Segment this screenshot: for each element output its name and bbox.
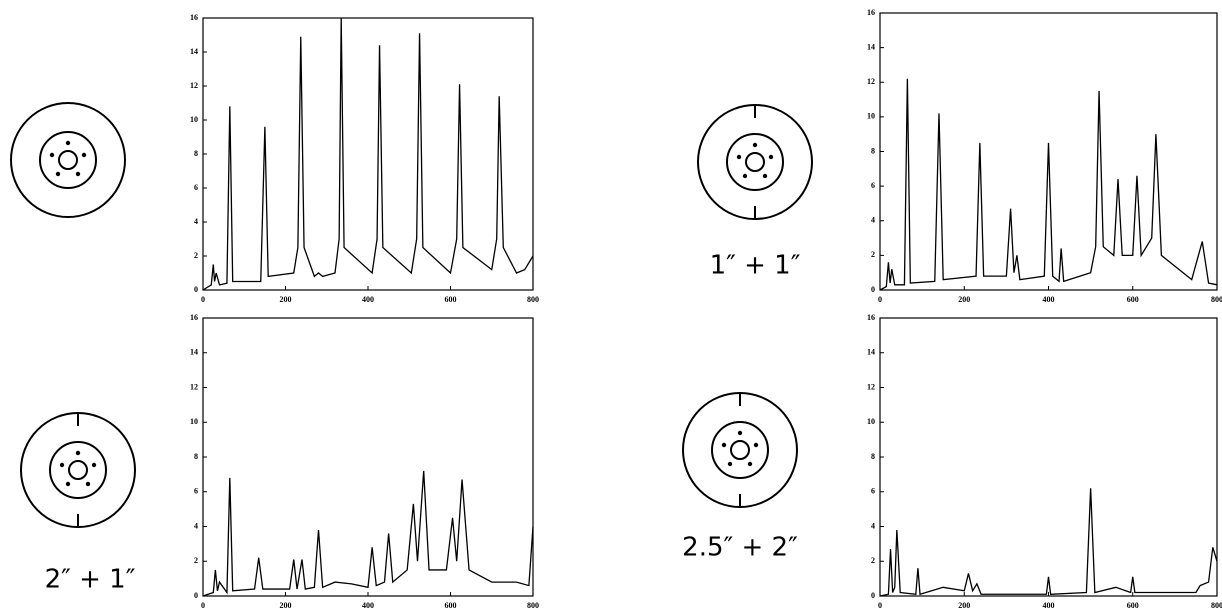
configuration-label: 2.5″ + 2″ — [682, 533, 798, 563]
disc-diagram — [697, 104, 813, 220]
spectrum-line — [202, 470, 534, 597]
x-tick-label: 200 — [958, 295, 970, 304]
x-tick-label: 600 — [445, 295, 457, 304]
spectrum-line — [879, 78, 1218, 291]
x-tick-label: 400 — [362, 601, 374, 610]
spectrum-line — [879, 488, 1218, 597]
y-tick-label: 4 — [194, 521, 198, 530]
x-tick-label: 0 — [201, 295, 205, 304]
x-tick-label: 600 — [445, 601, 457, 610]
x-tick-label: 200 — [280, 295, 292, 304]
y-tick-label: 2 — [871, 556, 875, 565]
x-tick-label: 0 — [878, 601, 882, 610]
y-tick-label: 4 — [194, 217, 198, 226]
y-tick-label: 16 — [190, 13, 198, 22]
y-tick-label: 16 — [867, 8, 875, 17]
y-tick-label: 6 — [871, 487, 875, 496]
y-tick-label: 2 — [194, 556, 198, 565]
x-tick-label: 800 — [527, 295, 539, 304]
x-tick-label: 400 — [362, 295, 374, 304]
x-tick-label: 600 — [1127, 601, 1139, 610]
y-tick-label: 8 — [871, 452, 875, 461]
y-tick-label: 14 — [867, 42, 875, 51]
x-tick-label: 200 — [958, 601, 970, 610]
y-tick-label: 16 — [190, 313, 198, 322]
x-tick-label: 800 — [527, 601, 539, 610]
plot-frame — [879, 317, 1218, 597]
y-tick-label: 10 — [190, 115, 198, 124]
y-tick-label: 0 — [871, 285, 875, 294]
y-tick-label: 2 — [194, 251, 198, 260]
y-tick-label: 12 — [867, 382, 875, 391]
y-tick-label: 12 — [190, 81, 198, 90]
x-tick-label: 800 — [1211, 601, 1222, 610]
configuration-label: 2″ + 1″ — [45, 565, 136, 595]
x-tick-label: 600 — [1127, 295, 1139, 304]
y-tick-label: 8 — [194, 452, 198, 461]
y-tick-label: 14 — [190, 348, 198, 357]
y-tick-label: 8 — [194, 149, 198, 158]
plot-frame — [202, 17, 534, 291]
y-tick-label: 16 — [867, 313, 875, 322]
disc-diagram — [682, 392, 798, 508]
y-tick-label: 4 — [871, 521, 875, 530]
y-tick-label: 0 — [871, 591, 875, 600]
x-tick-label: 400 — [1043, 295, 1055, 304]
x-tick-label: 400 — [1043, 601, 1055, 610]
x-tick-label: 0 — [201, 601, 205, 610]
y-tick-label: 2 — [871, 250, 875, 259]
y-tick-label: 10 — [190, 417, 198, 426]
disc-diagram — [10, 102, 126, 218]
y-tick-label: 10 — [867, 112, 875, 121]
y-tick-label: 12 — [190, 382, 198, 391]
y-tick-label: 6 — [194, 183, 198, 192]
plot-frame — [202, 317, 534, 597]
disc-diagram — [20, 412, 136, 528]
x-tick-label: 0 — [878, 295, 882, 304]
y-tick-label: 14 — [190, 47, 198, 56]
y-tick-label: 6 — [871, 181, 875, 190]
y-tick-label: 12 — [867, 77, 875, 86]
x-tick-label: 200 — [280, 601, 292, 610]
x-tick-label: 800 — [1211, 295, 1222, 304]
y-tick-label: 0 — [194, 285, 198, 294]
y-tick-label: 6 — [194, 487, 198, 496]
y-tick-label: 10 — [867, 417, 875, 426]
y-tick-label: 4 — [871, 216, 875, 225]
spectrum-line — [202, 17, 534, 291]
y-tick-label: 0 — [194, 591, 198, 600]
y-tick-label: 14 — [867, 348, 875, 357]
configuration-label: 1″ + 1″ — [710, 251, 801, 281]
y-tick-label: 8 — [871, 146, 875, 155]
